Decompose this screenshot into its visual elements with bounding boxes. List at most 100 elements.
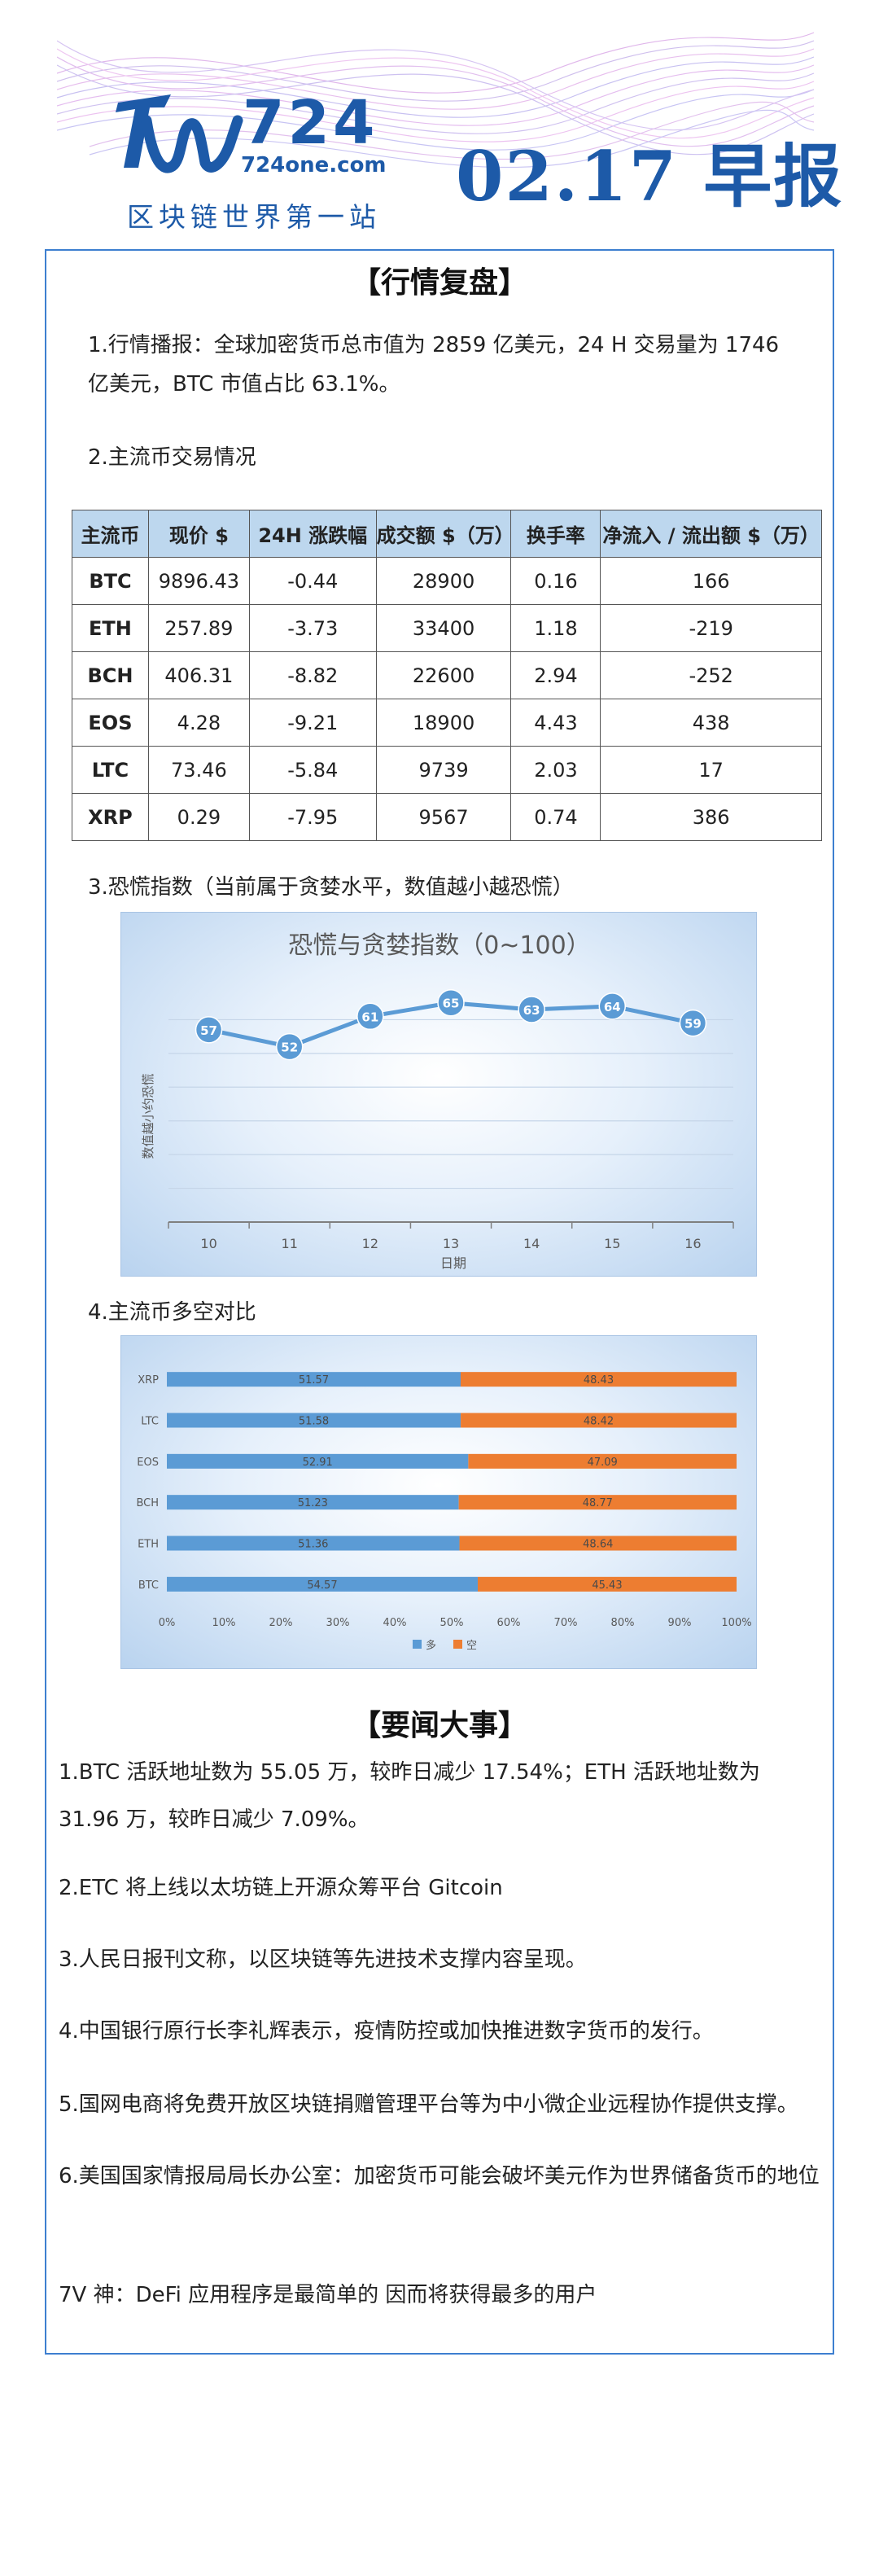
table-row: LTC 73.46 -5.84 9739 2.03 17: [72, 746, 822, 794]
cell-netflow: -219: [600, 604, 822, 652]
bar-segment: [167, 1576, 478, 1592]
cell-turnover: 0.74: [510, 793, 601, 841]
legend-label: 多: [426, 1639, 436, 1652]
cell-price: 4.28: [147, 699, 250, 747]
logo-mark-icon: [116, 94, 243, 173]
category-label: ETH: [138, 1539, 159, 1551]
bar-value-label: 47.09: [588, 1457, 618, 1469]
category-label: EOS: [137, 1457, 159, 1469]
cell-coin: ETH: [72, 604, 149, 652]
cell-netflow: 166: [600, 557, 822, 605]
bar-segment: [167, 1372, 461, 1387]
col-header-price: 现价 $: [147, 510, 250, 558]
bar-value-label: 48.43: [584, 1374, 614, 1387]
x-tick-label: 20%: [269, 1617, 293, 1629]
x-tick-label: 40%: [383, 1617, 407, 1629]
x-tick-label: 12: [362, 1236, 378, 1251]
table-row: EOS 4.28 -9.21 18900 4.43 438: [72, 699, 822, 747]
x-tick-label: 10%: [212, 1617, 236, 1629]
bar-value-label: 51.57: [299, 1374, 329, 1387]
table-row: BTC 9896.43 -0.44 28900 0.16 166: [72, 557, 822, 605]
bar-value-label: 51.58: [299, 1416, 329, 1428]
fear-index-section-title: 3.恐慌指数（当前属于贪婪水平，数值越小越恐慌）: [88, 875, 574, 900]
cell-volume: 22600: [375, 651, 512, 699]
cell-turnover: 0.16: [510, 557, 601, 605]
long-short-section-title: 4.主流币多空对比: [88, 1300, 256, 1325]
x-tick-label: 70%: [554, 1617, 578, 1629]
table-row: BCH 406.31 -8.82 22600 2.94 -252: [72, 651, 822, 699]
data-label: 65: [443, 997, 460, 1011]
legend-label: 空: [466, 1640, 477, 1652]
cell-coin: XRP: [72, 793, 149, 841]
cell-volume: 18900: [375, 699, 512, 747]
bar-segment: [477, 1576, 737, 1592]
news-item: 1.BTC 活跃地址数为 55.05 万，较昨日减少 17.54%；ETH 活跃…: [59, 1760, 760, 1832]
x-tick-label: 60%: [497, 1617, 521, 1629]
table-row: XRP 0.29 -7.95 9567 0.74 386: [72, 793, 822, 841]
data-label: 61: [361, 1010, 378, 1024]
col-header-netflow: 净流入 / 流出额 $（万）: [600, 510, 822, 558]
cell-turnover: 1.18: [510, 604, 601, 652]
logo-domain: 724one.com: [241, 153, 387, 177]
cell-coin: BTC: [72, 557, 149, 605]
cell-change: -0.44: [248, 557, 377, 605]
bar-segment: [167, 1453, 469, 1469]
data-label: 63: [523, 1003, 540, 1018]
chart-title: 恐慌与贪婪指数（0~100）: [288, 931, 590, 960]
market-table: 主流币 现价 $ 24H 涨跌幅 成交额 $（万） 换手率 净流入 / 流出额 …: [72, 510, 822, 841]
cell-netflow: 17: [600, 746, 822, 794]
table-row: ETH 257.89 -3.73 33400 1.18 -219: [72, 604, 822, 652]
bar-segment: [167, 1536, 460, 1551]
cell-change: -7.95: [248, 793, 377, 841]
category-label: BTC: [138, 1579, 159, 1592]
cell-change: -8.82: [248, 651, 377, 699]
legend-swatch: [413, 1640, 422, 1649]
slogan: 区块链世界第一站: [127, 201, 381, 233]
x-tick-label: 11: [282, 1236, 298, 1251]
data-point: [437, 988, 465, 1017]
market-report-text: 1.行情播报：全球加密货币总市值为 2859 亿美元，24 H 交易量为 174…: [88, 333, 780, 396]
col-header-volume: 成交额 $（万）: [375, 510, 514, 558]
bar-value-label: 48.64: [583, 1539, 613, 1551]
news-section-title: 【要闻大事】: [351, 1709, 527, 1742]
news-item: 7V 神：DeFi 应用程序是最简单的 因而将获得最多的用户: [59, 2283, 597, 2307]
data-point: [275, 1032, 304, 1061]
data-label: 57: [200, 1023, 217, 1038]
cell-coin: LTC: [72, 746, 149, 794]
cell-price: 257.89: [147, 604, 250, 652]
cell-volume: 28900: [375, 557, 512, 605]
x-tick-label: 90%: [668, 1617, 692, 1629]
x-tick-label: 13: [443, 1236, 459, 1251]
chart-ylabel: 数值越小约恐慌: [141, 1073, 155, 1159]
logo-number: 724: [243, 88, 378, 158]
news-item: 3.人民日报刊文称，以区块链等先进技术支撑内容呈现。: [59, 1947, 587, 1972]
cell-volume: 9567: [375, 793, 512, 841]
chart-xlabel: 日期: [440, 1255, 466, 1271]
bar-segment: [167, 1413, 461, 1428]
data-point: [598, 992, 627, 1020]
data-label: 64: [604, 1000, 621, 1014]
cell-volume: 9739: [375, 746, 512, 794]
cell-turnover: 4.43: [510, 699, 601, 747]
cell-turnover: 2.03: [510, 746, 601, 794]
bar-value-label: 51.36: [298, 1539, 328, 1551]
x-tick-label: 15: [604, 1236, 620, 1251]
bar-value-label: 48.42: [584, 1416, 614, 1428]
long-short-chart: 51.57 48.43 51.58 48.42 52.91 47.09 51.23 48.77…: [120, 1335, 757, 1669]
cell-change: -5.84: [248, 746, 377, 794]
data-label: 52: [281, 1040, 298, 1055]
bar-value-label: 54.57: [307, 1579, 337, 1592]
data-point: [356, 1002, 384, 1031]
cell-price: 73.46: [147, 746, 250, 794]
data-point: [195, 1016, 223, 1044]
x-tick-label: 16: [684, 1236, 701, 1251]
table-header-row: 主流币 现价 $ 24H 涨跌幅 成交额 $（万） 换手率 净流入 / 流出额 …: [72, 510, 822, 558]
category-label: BCH: [136, 1497, 159, 1509]
bar-value-label: 52.91: [303, 1457, 333, 1469]
cell-netflow: -252: [600, 651, 822, 699]
data-point: [679, 1009, 707, 1037]
data-label: 59: [684, 1017, 702, 1032]
cell-volume: 33400: [375, 604, 512, 652]
x-tick-label: 100%: [721, 1617, 751, 1629]
date-title: 02.17 早报: [456, 136, 844, 217]
